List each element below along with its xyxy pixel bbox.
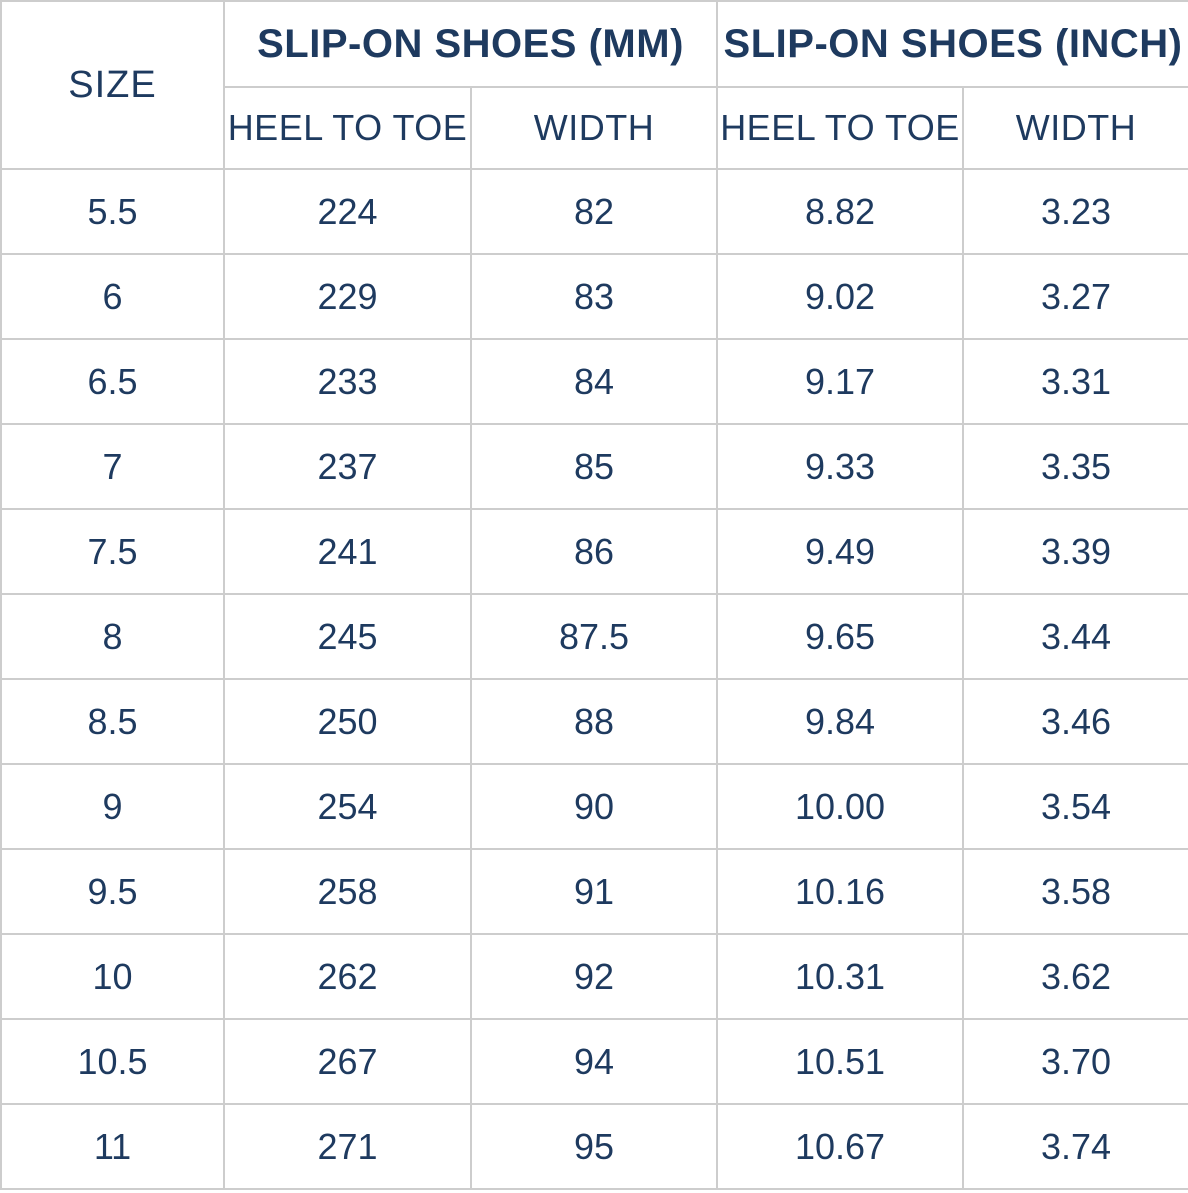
inch-width-cell: 3.58 [962, 848, 1188, 935]
mm-width-cell: 92 [470, 933, 718, 1020]
inch-heel-to-toe-cell: 9.33 [716, 423, 964, 510]
inch-width-cell: 3.62 [962, 933, 1188, 1020]
inch-width-cell: 3.44 [962, 593, 1188, 680]
inch-width-cell: 3.54 [962, 763, 1188, 850]
inch-width-cell: 3.70 [962, 1018, 1188, 1105]
subheader-inch-heel-to-toe: HEEL TO TOE [716, 86, 964, 170]
inch-heel-to-toe-cell: 8.82 [716, 168, 964, 255]
mm-heel-to-toe-cell: 224 [223, 168, 472, 255]
table-row: 7.5 241 86 9.49 3.39 [0, 508, 1188, 595]
mm-width-cell: 87.5 [470, 593, 718, 680]
mm-heel-to-toe-cell: 267 [223, 1018, 472, 1105]
inch-width-cell: 3.23 [962, 168, 1188, 255]
size-cell: 9 [0, 763, 225, 850]
size-cell: 7 [0, 423, 225, 510]
table-row: 8 245 87.5 9.65 3.44 [0, 593, 1188, 680]
inch-width-cell: 3.31 [962, 338, 1188, 425]
mm-width-cell: 95 [470, 1103, 718, 1190]
size-cell: 5.5 [0, 168, 225, 255]
mm-heel-to-toe-cell: 258 [223, 848, 472, 935]
inch-heel-to-toe-cell: 10.31 [716, 933, 964, 1020]
mm-width-cell: 82 [470, 168, 718, 255]
table-row: 8.5 250 88 9.84 3.46 [0, 678, 1188, 765]
group-header-row: SIZE SLIP-ON SHOES (MM) SLIP-ON SHOES (I… [0, 0, 1188, 170]
inch-heel-to-toe-cell: 9.17 [716, 338, 964, 425]
subheader-mm-heel-to-toe: HEEL TO TOE [223, 86, 472, 170]
mm-width-cell: 84 [470, 338, 718, 425]
size-cell: 9.5 [0, 848, 225, 935]
size-cell: 7.5 [0, 508, 225, 595]
mm-heel-to-toe-cell: 237 [223, 423, 472, 510]
mm-heel-to-toe-cell: 250 [223, 678, 472, 765]
mm-heel-to-toe-cell: 254 [223, 763, 472, 850]
group-header-mm: SLIP-ON SHOES (MM) [223, 0, 718, 88]
size-cell: 8.5 [0, 678, 225, 765]
size-cell: 6.5 [0, 338, 225, 425]
inch-heel-to-toe-cell: 10.00 [716, 763, 964, 850]
inch-width-cell: 3.46 [962, 678, 1188, 765]
mm-heel-to-toe-cell: 233 [223, 338, 472, 425]
inch-heel-to-toe-cell: 10.51 [716, 1018, 964, 1105]
inch-width-cell: 3.39 [962, 508, 1188, 595]
subheader-inch-width: WIDTH [962, 86, 1188, 170]
group-header-inch: SLIP-ON SHOES (INCH) [716, 0, 1188, 88]
mm-width-cell: 94 [470, 1018, 718, 1105]
table-row: 9.5 258 91 10.16 3.58 [0, 848, 1188, 935]
mm-width-cell: 85 [470, 423, 718, 510]
mm-heel-to-toe-cell: 245 [223, 593, 472, 680]
table-row: 5.5 224 82 8.82 3.23 [0, 168, 1188, 255]
table-row: 7 237 85 9.33 3.35 [0, 423, 1188, 510]
inch-heel-to-toe-cell: 9.84 [716, 678, 964, 765]
mm-heel-to-toe-cell: 262 [223, 933, 472, 1020]
inch-heel-to-toe-cell: 10.67 [716, 1103, 964, 1190]
size-cell: 10 [0, 933, 225, 1020]
size-cell: 10.5 [0, 1018, 225, 1105]
mm-heel-to-toe-cell: 271 [223, 1103, 472, 1190]
table-row: 9 254 90 10.00 3.54 [0, 763, 1188, 850]
size-column-header: SIZE [0, 0, 225, 170]
inch-width-cell: 3.74 [962, 1103, 1188, 1190]
inch-heel-to-toe-cell: 9.65 [716, 593, 964, 680]
mm-heel-to-toe-cell: 229 [223, 253, 472, 340]
mm-width-cell: 83 [470, 253, 718, 340]
size-cell: 11 [0, 1103, 225, 1190]
inch-heel-to-toe-cell: 9.49 [716, 508, 964, 595]
inch-heel-to-toe-cell: 9.02 [716, 253, 964, 340]
table-row: 10.5 267 94 10.51 3.70 [0, 1018, 1188, 1105]
mm-width-cell: 88 [470, 678, 718, 765]
mm-heel-to-toe-cell: 241 [223, 508, 472, 595]
mm-width-cell: 86 [470, 508, 718, 595]
inch-heel-to-toe-cell: 10.16 [716, 848, 964, 935]
table-row: 6 229 83 9.02 3.27 [0, 253, 1188, 340]
mm-width-cell: 90 [470, 763, 718, 850]
size-cell: 8 [0, 593, 225, 680]
table-row: 11 271 95 10.67 3.74 [0, 1103, 1188, 1190]
size-cell: 6 [0, 253, 225, 340]
table-row: 10 262 92 10.31 3.62 [0, 933, 1188, 1020]
inch-width-cell: 3.35 [962, 423, 1188, 510]
inch-width-cell: 3.27 [962, 253, 1188, 340]
subheader-mm-width: WIDTH [470, 86, 718, 170]
sub-header-row: HEEL TO TOE WIDTH HEEL TO TOE WIDTH [1, 86, 1188, 170]
table-row: 6.5 233 84 9.17 3.31 [0, 338, 1188, 425]
mm-width-cell: 91 [470, 848, 718, 935]
